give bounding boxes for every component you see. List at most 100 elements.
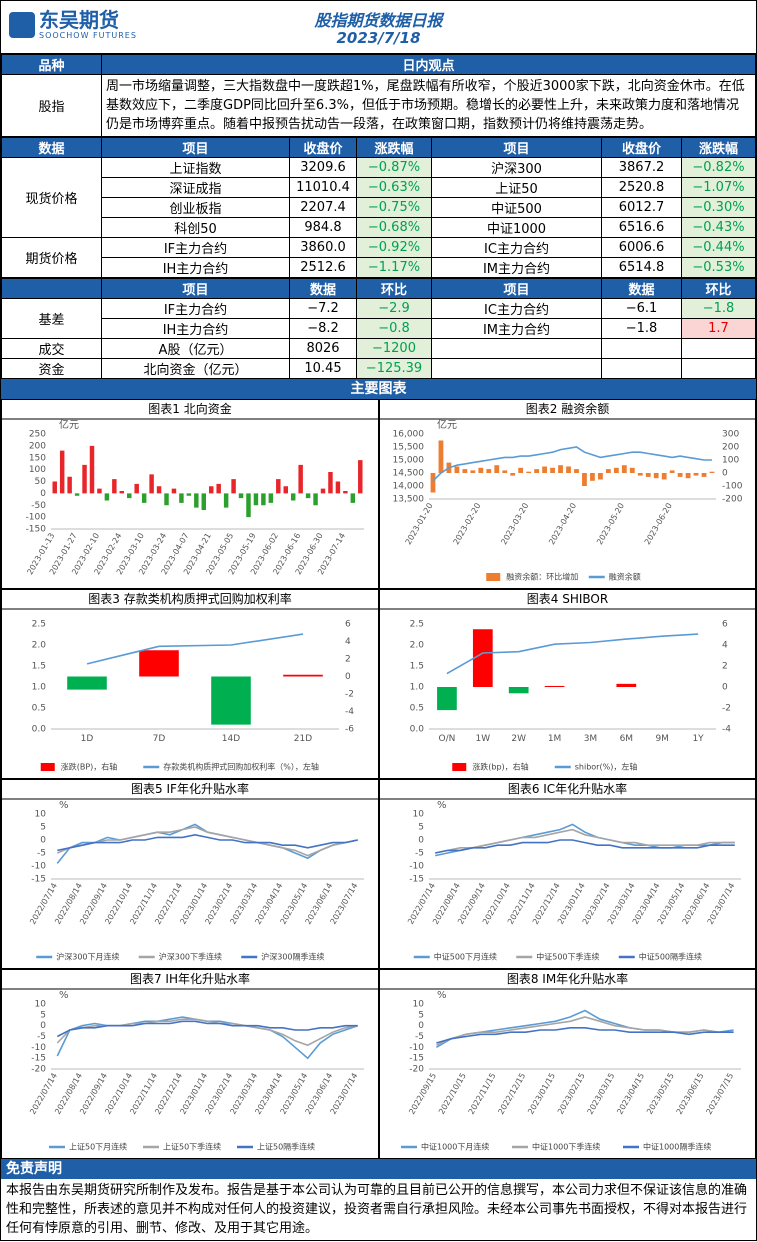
- unit-label: %: [59, 800, 69, 811]
- panel-border: [379, 969, 756, 1159]
- legend-label: 中证500下月连续: [434, 952, 497, 962]
- bar: [677, 473, 683, 477]
- cell: 上证指数: [101, 157, 290, 178]
- cell: IM主力合约: [431, 257, 602, 278]
- group-label: 基差: [1, 298, 102, 339]
- bar: [283, 674, 323, 677]
- group-label: 期货价格: [1, 237, 102, 278]
- line: [86, 633, 304, 665]
- bar: [67, 476, 72, 494]
- y-tick-label: -150: [26, 525, 47, 535]
- bar: [305, 493, 311, 499]
- y-tick-label: 250: [29, 430, 46, 440]
- y-tick-label: 0.5: [32, 704, 46, 714]
- line: [446, 633, 699, 675]
- cell: IC主力合约: [431, 237, 602, 258]
- y-tick-label: 0: [345, 672, 351, 682]
- y-tick-label: 6: [345, 620, 351, 630]
- header-cell: 数据: [289, 278, 357, 299]
- cell: −2.9: [356, 298, 432, 319]
- x-tick-label: 2022/12/15: [496, 1072, 527, 1116]
- cell: −0.63%: [356, 177, 432, 198]
- legend-label: 中证500隔季连续: [639, 952, 702, 962]
- chart-title: 图表1 北向资金: [148, 401, 231, 416]
- bar: [59, 450, 65, 494]
- legend-label: 中证1000下季连续: [532, 1142, 600, 1152]
- bar: [298, 464, 303, 494]
- y-tick-label: 2.0: [410, 641, 425, 651]
- unit-label: %: [437, 800, 447, 811]
- cell: −1.17%: [356, 257, 432, 278]
- y-tick-label: -4: [722, 725, 731, 735]
- x-tick-label: 2023/07/14: [329, 1072, 360, 1116]
- y-tick-label: -2: [345, 690, 354, 700]
- bar: [335, 481, 341, 494]
- bar: [470, 470, 476, 473]
- y-tick-label: 2.5: [32, 620, 46, 630]
- bar: [701, 473, 707, 477]
- empty-cell: [681, 358, 756, 379]
- x-tick-label: 2022/11/15: [467, 1072, 498, 1116]
- chart-title: 图表3 存款类机构质押式回购加权利率: [88, 591, 291, 606]
- header-cell: 环比: [681, 278, 756, 299]
- y-tick-label: 6: [722, 620, 728, 630]
- x-tick-label: 2023-06-20: [643, 502, 674, 547]
- bar: [709, 471, 715, 473]
- bar: [544, 685, 565, 687]
- bar: [238, 493, 244, 499]
- y-tick-label: 0: [418, 836, 424, 846]
- bar: [526, 471, 532, 473]
- chart: 图表8 IM年化升贴水率-20-15-10-50510%2022/09/1520…: [379, 969, 756, 1159]
- row: 深证成指 11010.4 −0.63% 上证50 2520.8 −1.07%: [2, 177, 756, 198]
- bar: [472, 629, 493, 687]
- cell: 3867.2: [601, 157, 682, 178]
- x-tick-label: 2023-03-20: [499, 502, 530, 547]
- x-tick-label: 1D: [81, 734, 94, 744]
- y-tick-label: 4: [722, 641, 728, 651]
- bar: [350, 493, 356, 503]
- cell: 984.8: [289, 217, 357, 238]
- cell: 沪深300: [431, 157, 602, 178]
- y-tick-label: -5: [415, 1032, 424, 1042]
- cell: 创业板指: [101, 197, 290, 218]
- y-tick-label: 2: [722, 662, 728, 672]
- x-tick-label: 9M: [655, 734, 669, 744]
- bar: [358, 460, 363, 494]
- y-tick-label: 300: [722, 430, 739, 440]
- cell: −1200: [356, 338, 432, 359]
- y-tick-label: 0.5: [410, 704, 424, 714]
- row: 成交 A股（亿元） 8026 −1200: [1, 338, 756, 359]
- y-tick-label: 100: [722, 456, 739, 466]
- bar: [156, 486, 162, 494]
- row: IH主力合约 2512.6 −1.17% IM主力合约 6514.8 −0.53%: [2, 257, 756, 278]
- cell: −1.07%: [681, 177, 756, 198]
- logo-mark: [9, 11, 35, 38]
- y-tick-label: -6: [345, 725, 354, 735]
- logo: 东吴期货 SOOCHOW FUTURES: [9, 9, 137, 40]
- y-tick-label: 200: [29, 441, 46, 451]
- cell: −125.39: [356, 358, 432, 379]
- legend-label: 涨跌(BP)，右轴: [61, 762, 118, 772]
- chart: 图表7 IH年化升贴水率-20-15-10-50510%2022/07/1420…: [1, 969, 379, 1159]
- line: [56, 826, 358, 857]
- panel-border: [1, 779, 379, 969]
- cell: −1.8: [601, 318, 682, 339]
- header-cell: 项目: [431, 137, 602, 158]
- empty-cell: [431, 358, 602, 379]
- bar: [216, 483, 221, 494]
- y-tick-label: -20: [31, 1065, 46, 1075]
- bar: [582, 473, 587, 486]
- cell: −0.82%: [681, 157, 756, 178]
- bar: [186, 493, 192, 496]
- bar: [566, 466, 571, 473]
- x-tick-label: 2W: [511, 734, 526, 744]
- market-table: 数据 项目 收盘价 涨跌幅 项目 收盘价 涨跌幅 现货价格 上证指数 3209.6 −0.87% 沪深…: [1, 137, 756, 278]
- cell: −7.2: [289, 298, 357, 319]
- logo-cn: 东吴期货: [39, 8, 119, 32]
- cell: 6514.8: [601, 257, 682, 278]
- legend-label: 中证1000下月连续: [421, 1142, 489, 1152]
- y-tick-label: 2.0: [32, 641, 47, 651]
- cell: 科创50: [101, 217, 290, 238]
- bar: [486, 469, 492, 473]
- section-heading: 免责声明: [1, 1159, 756, 1179]
